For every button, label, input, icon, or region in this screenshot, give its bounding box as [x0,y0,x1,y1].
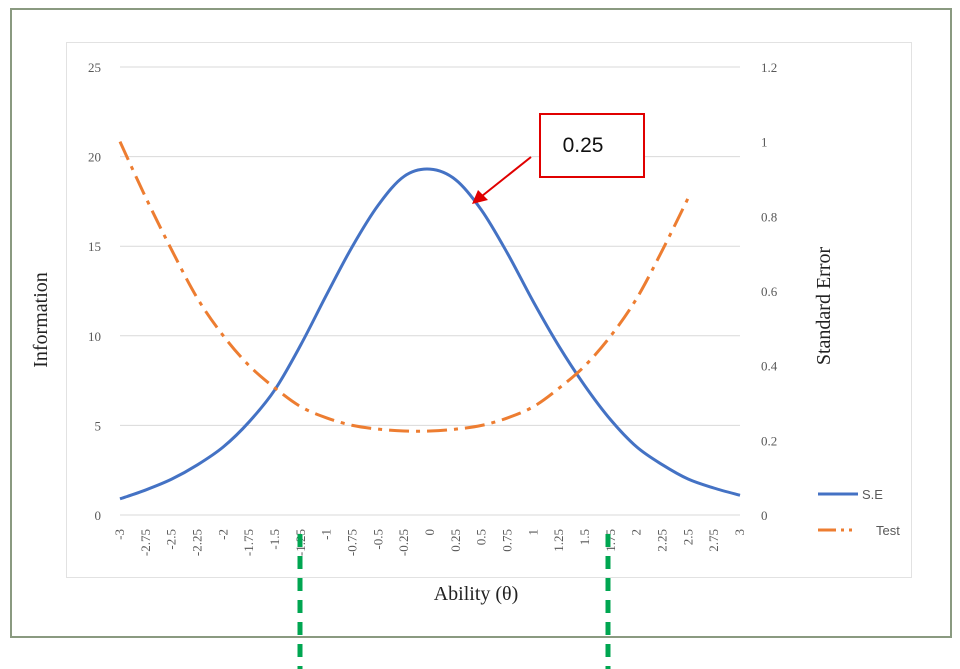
y2-tick-label: 0.2 [761,433,777,448]
y2-tick-label: 0 [761,508,768,523]
legend: S.E Test [818,487,900,538]
annotation-text: 0.25 [563,134,604,157]
x-tick-label: 1.25 [551,529,566,552]
x-tick-label: 0.75 [500,529,515,552]
gridlines [120,66,740,516]
x-tick-label: 2.25 [655,529,670,552]
x-axis-title: Ability (θ) [434,583,519,605]
annotation-arrow-line [481,156,532,197]
x-tick-label: 3 [732,529,747,536]
y-tick-label: 0 [95,508,102,523]
x-tick-label: -0.75 [345,529,360,556]
y2-tick-label: 1.2 [761,60,777,75]
y2-tick-label: 0.4 [761,359,778,374]
y2-tick-label: 0.8 [761,209,777,224]
y2-tick-label: 0.6 [761,284,778,299]
x-tick-label: 2.75 [706,529,721,552]
x-tick-label: -1.75 [241,529,256,556]
x-tick-label: -0.25 [396,529,411,556]
x-tick-label: -2.25 [190,529,205,556]
x-tick-label: -1 [319,529,334,540]
annotation-arrow-head [472,190,488,204]
left-axis-ticks: 0 5 10 15 20 25 [88,60,101,523]
legend-label-se: S.E [862,487,883,502]
x-tick-label: 1 [525,529,540,536]
x-tick-label: -3 [112,529,127,540]
legend-label-test: Test [876,523,900,538]
series-line-se [119,167,741,501]
y-tick-label: 15 [88,239,101,254]
y-tick-label: 10 [88,329,101,344]
x-tick-label: -2.5 [164,529,179,550]
x-tick-label: 2.5 [680,529,695,545]
x-tick-label: 0 [422,529,437,536]
y-tick-label: 20 [88,150,101,165]
right-axis-ticks: 0 0.2 0.4 0.6 0.8 1 1.2 [761,60,778,523]
annotation: 0.25 [472,113,645,204]
x-axis-ticks: -3-2.75-2.5-2.25-2-1.75-1.5-1.25-1-0.75-… [112,529,747,556]
annotation-box [539,113,645,178]
y-axis-title: Information [30,272,52,368]
range-markers [297,534,611,669]
x-tick-label: 1.5 [577,529,592,545]
x-tick-label: 0.25 [448,529,463,552]
x-tick-label: 2 [629,529,644,536]
series-lines [118,141,741,501]
y2-tick-label: 1 [761,135,768,150]
plot-area [66,42,912,578]
x-tick-label: -2.75 [138,529,153,556]
x-tick-label: 0.5 [474,529,489,545]
x-tick-label: -1.5 [267,529,282,550]
x-tick-label: -0.5 [370,529,385,550]
y2-axis-title: Standard Error [813,247,835,366]
y-tick-label: 5 [95,418,102,433]
y-tick-label: 25 [88,60,101,75]
series-line-test [118,141,690,433]
x-tick-label: -2 [215,529,230,540]
